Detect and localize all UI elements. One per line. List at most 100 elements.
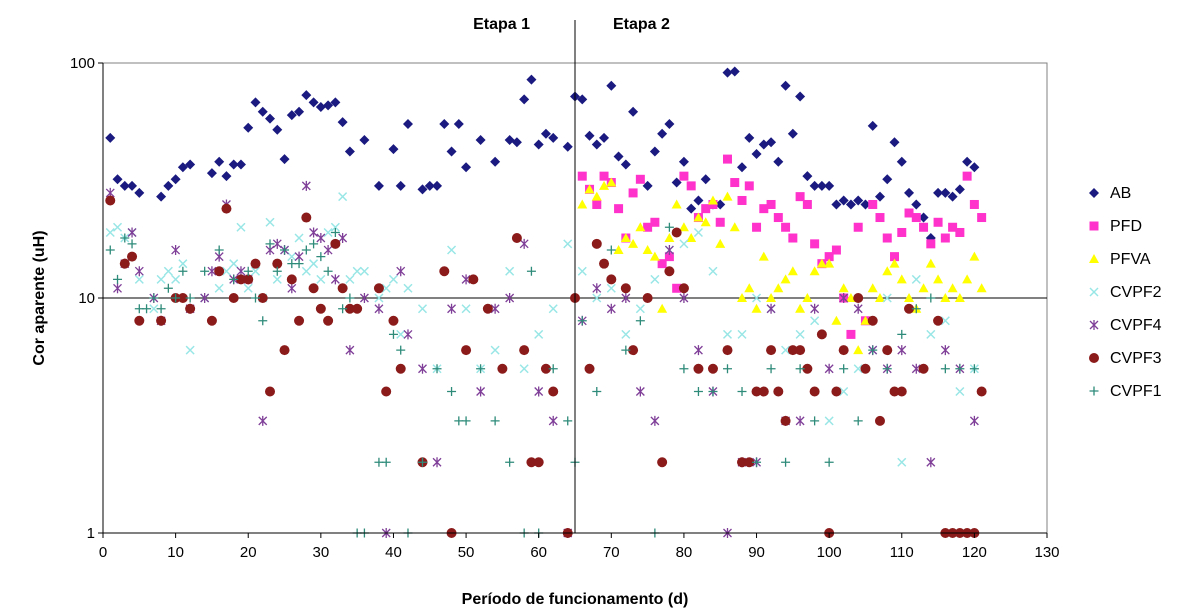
x-tick-label: 50 — [458, 544, 475, 561]
data-point-cvpf2 — [853, 364, 863, 374]
data-point-cvpf3 — [722, 345, 733, 356]
data-point-ab — [112, 174, 123, 185]
data-point-cvpf2 — [149, 304, 159, 314]
data-point-ab — [606, 80, 617, 91]
data-point-cvpf3 — [221, 203, 232, 214]
data-point-pfd — [795, 192, 805, 202]
data-point-cvpf1 — [229, 274, 239, 284]
data-point-cvpf2 — [323, 227, 333, 238]
legend-label-pfd: PFD — [1110, 218, 1142, 235]
data-point-cvpf1 — [664, 222, 674, 232]
data-point-ab — [257, 106, 268, 117]
data-point-cvpf3 — [853, 293, 864, 303]
data-point-ab — [613, 151, 624, 162]
data-point-cvpf1 — [505, 457, 515, 467]
data-point-cvpf2 — [940, 316, 950, 326]
data-point-cvpf1 — [105, 245, 115, 255]
data-point-cvpf3 — [664, 266, 675, 277]
data-point-ab — [395, 180, 406, 191]
legend-marker-pfva — [1089, 254, 1099, 263]
data-point-ab — [933, 187, 944, 198]
data-point-ab — [308, 97, 319, 108]
data-point-cvpf3 — [620, 283, 631, 294]
data-point-cvpf2 — [265, 217, 275, 227]
data-point-cvpf3 — [323, 315, 334, 326]
data-point-cvpf2 — [839, 386, 849, 397]
data-point-cvpf3 — [976, 386, 987, 397]
data-point-cvpf3 — [657, 457, 668, 468]
data-point-cvpf3 — [439, 266, 450, 277]
data-point-cvpf3 — [591, 238, 602, 249]
data-point-ab — [402, 119, 413, 130]
data-point-pfva — [947, 283, 958, 293]
data-point-ab — [889, 137, 900, 148]
data-point-ab — [373, 180, 384, 191]
data-point-pfd — [752, 222, 762, 232]
data-point-cvpf4 — [911, 363, 921, 374]
data-point-pfva — [853, 345, 864, 355]
data-point-pfva — [962, 274, 973, 284]
data-point-cvpf1 — [548, 364, 558, 374]
data-point-cvpf1 — [563, 416, 573, 426]
data-point-cvpf2 — [824, 416, 834, 426]
data-point-ab — [962, 156, 973, 167]
data-point-cvpf4 — [853, 303, 863, 314]
data-point-ab — [896, 156, 907, 167]
data-point-cvpf1 — [432, 364, 442, 374]
data-point-pfd — [650, 217, 660, 227]
data-point-pfd — [657, 259, 667, 269]
data-point-ab — [758, 139, 769, 150]
legend-label-cvpf4: CVPF4 — [1110, 317, 1162, 334]
x-tick-label: 40 — [385, 544, 402, 561]
data-point-cvpf1 — [156, 304, 166, 314]
data-point-pfva — [584, 184, 595, 194]
data-point-ab — [214, 156, 225, 167]
data-point-pfva — [896, 274, 907, 284]
data-point-pfd — [868, 199, 878, 209]
data-point-pfva — [940, 293, 951, 302]
data-point-pfd — [810, 239, 820, 249]
data-point-ab — [323, 100, 334, 111]
data-point-cvpf2 — [708, 266, 718, 276]
data-point-cvpf1 — [345, 293, 355, 303]
data-point-cvpf4 — [171, 245, 181, 256]
data-point-cvpf2 — [381, 283, 391, 293]
x-tick-label: 0 — [99, 544, 107, 561]
data-point-pfd — [766, 199, 776, 209]
data-point-cvpf4 — [323, 245, 333, 256]
data-point-cvpf2 — [882, 293, 892, 303]
data-point-pfva — [780, 274, 791, 284]
data-point-cvpf3 — [795, 345, 806, 356]
x-tick-label: 80 — [676, 544, 693, 561]
data-point-cvpf3 — [787, 345, 798, 356]
data-point-cvpf2 — [272, 274, 282, 284]
data-point-cvpf1 — [272, 266, 282, 276]
data-point-pfd — [911, 213, 921, 223]
data-point-cvpf4 — [839, 293, 849, 303]
data-point-pfd — [672, 283, 682, 293]
data-point-cvpf4 — [795, 415, 805, 426]
data-point-pfva — [642, 245, 653, 255]
data-point-ab — [504, 135, 515, 146]
data-point-pfd — [890, 252, 900, 262]
data-point-pfva — [976, 283, 987, 293]
data-point-cvpf2 — [352, 266, 362, 276]
legend-marker-pfd — [1089, 221, 1099, 231]
data-point-pfva — [657, 303, 668, 313]
data-point-cvpf3 — [831, 386, 842, 397]
data-point-ab — [156, 191, 167, 202]
data-point-ab — [519, 94, 530, 105]
legend-marker-ab — [1089, 188, 1099, 198]
data-point-cvpf3 — [134, 315, 145, 326]
data-point-pfd — [773, 213, 783, 223]
data-point-cvpf1 — [178, 266, 188, 276]
data-point-pfd — [679, 171, 689, 181]
data-point-cvpf1 — [526, 266, 536, 276]
legend-label-pfva: PFVA — [1110, 251, 1151, 268]
data-point-cvpf3 — [874, 415, 885, 426]
data-point-pfva — [802, 293, 813, 302]
data-point-cvpf3 — [519, 345, 530, 356]
data-point-cvpf2 — [417, 304, 428, 314]
data-point-cvpf3 — [272, 258, 283, 269]
